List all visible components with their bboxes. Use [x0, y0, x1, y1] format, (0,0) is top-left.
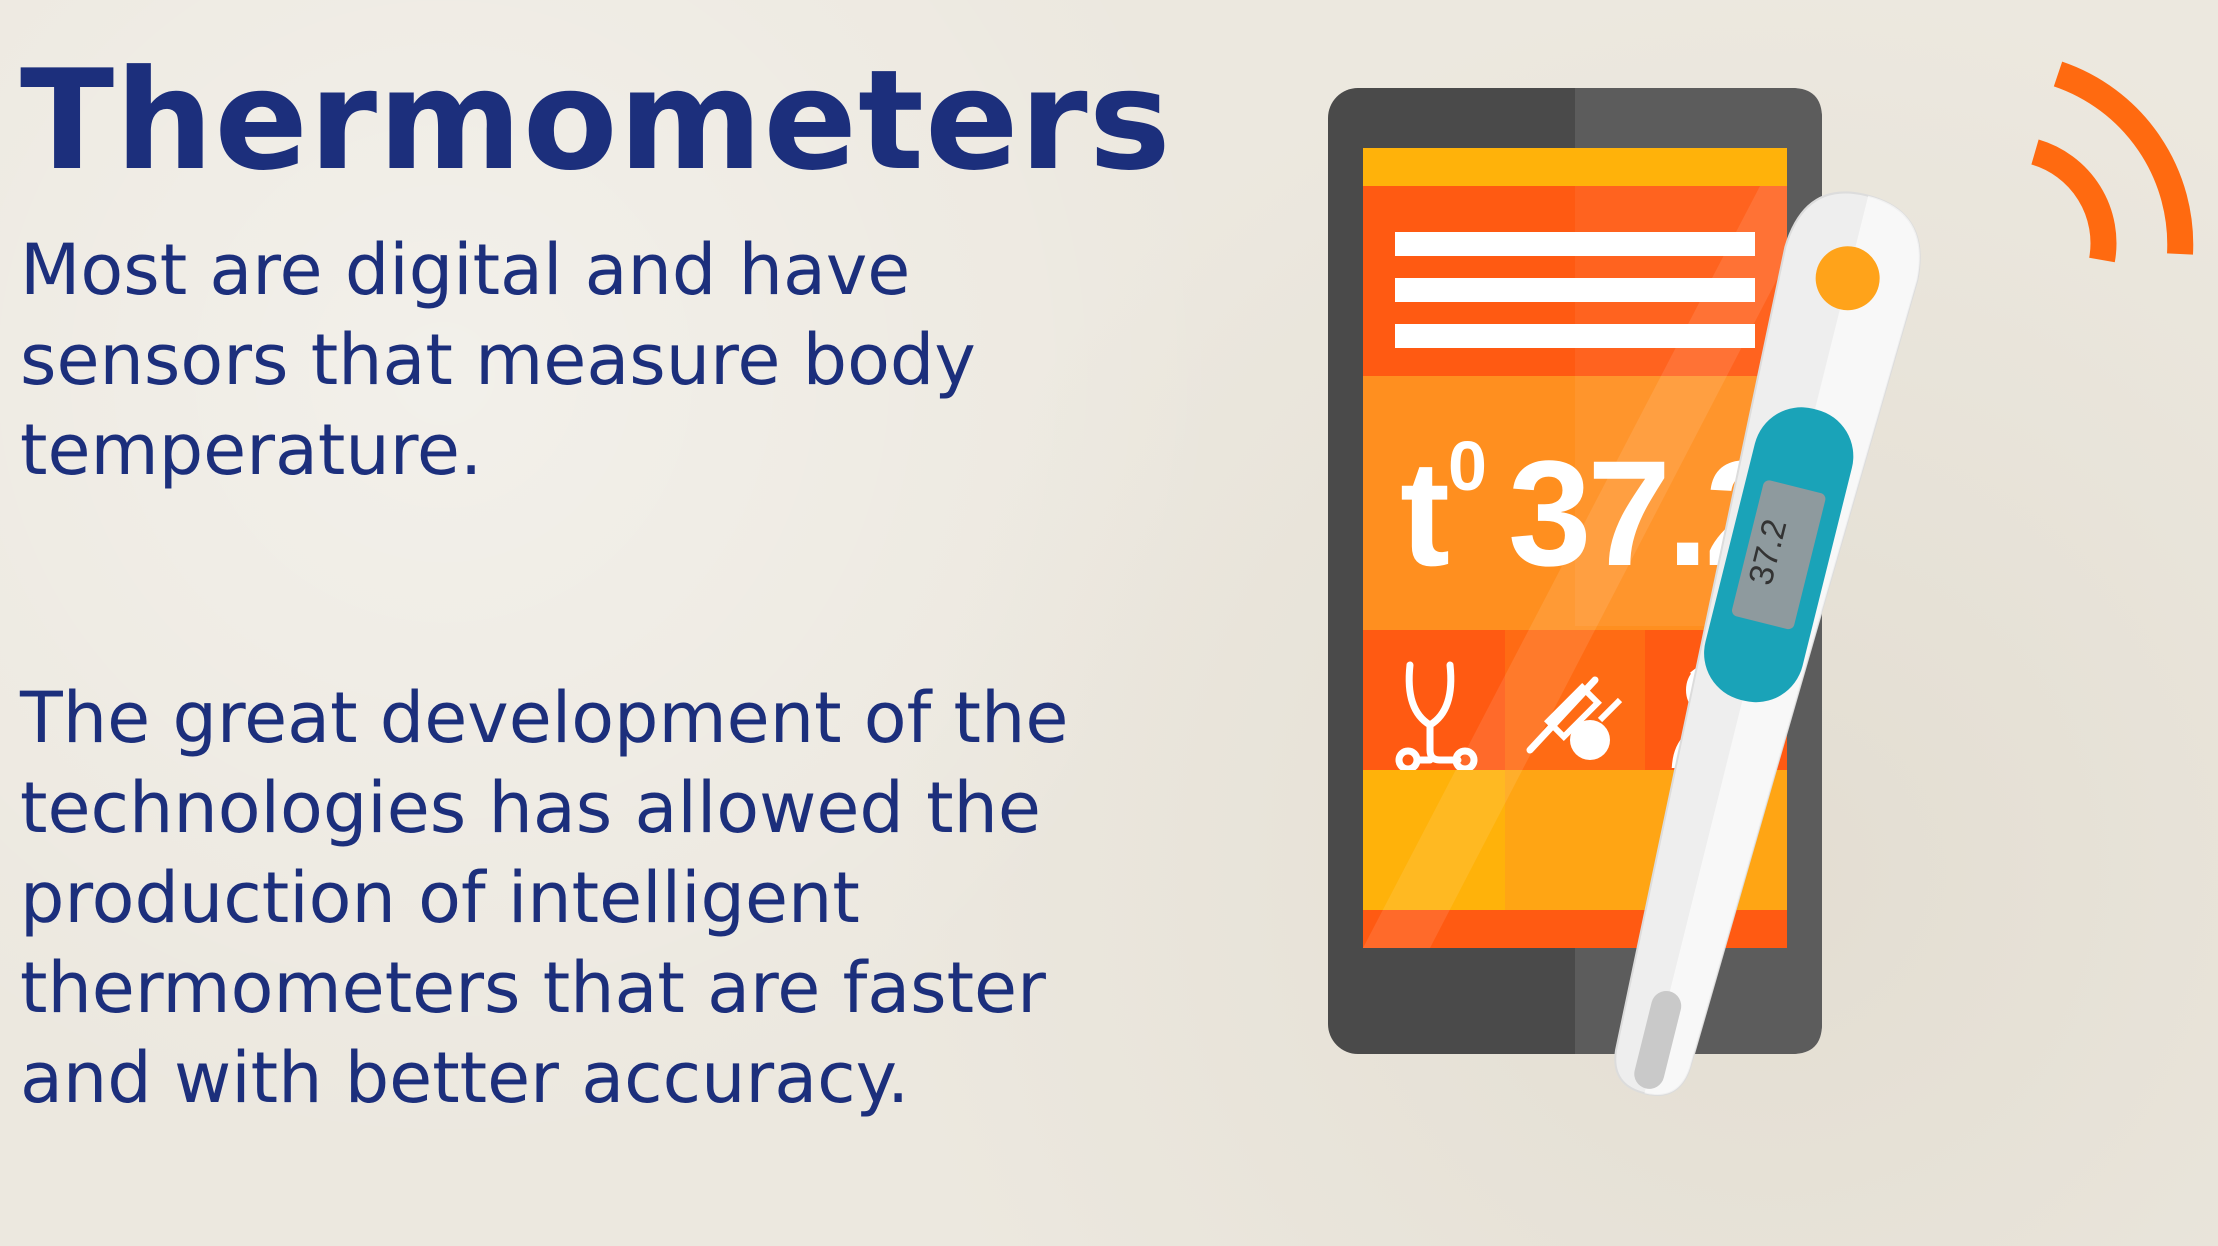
development-line: thermometers that are faster [20, 947, 1046, 1029]
temperature-superscript: 0 [1448, 427, 1487, 505]
development-paragraph: The great development of the technologie… [20, 673, 1068, 1123]
development-line: technologies has allowed the [20, 767, 1041, 849]
stethoscope-icon [1395, 661, 1478, 773]
temperature-prefix: t [1400, 429, 1450, 597]
intro-paragraph: Most are digital and have sensors that m… [20, 225, 976, 495]
smartphone-thermometer-illustration: t 0 37.2 [1328, 61, 2194, 1096]
page-title: Thermometers [20, 40, 1172, 201]
development-line: production of intelligent [20, 857, 860, 939]
intro-line: sensors that measure body [20, 319, 976, 401]
intro-line: Most are digital and have [20, 229, 911, 311]
thermometer-button-icon [1815, 246, 1880, 311]
development-line: and with better accuracy. [20, 1037, 910, 1119]
syringe-icon [1526, 676, 1623, 760]
menu-icon [1395, 232, 1755, 348]
development-line: The great development of the [20, 677, 1069, 759]
digital-thermometer-illustration: 37.2 [1614, 191, 1921, 1096]
intro-line: temperature. [20, 409, 483, 491]
wireless-signal-icon [2030, 61, 2194, 263]
